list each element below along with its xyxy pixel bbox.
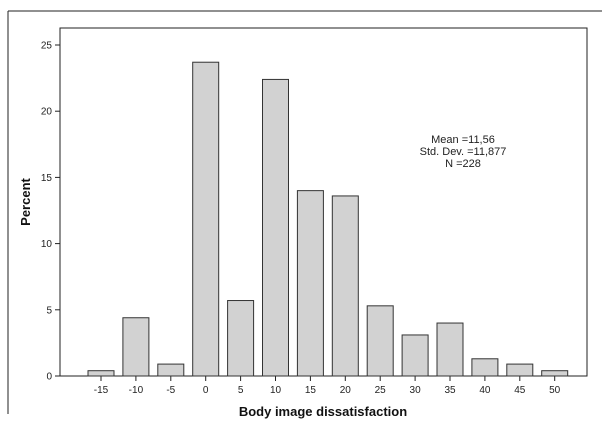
bars [87,61,569,377]
x-tick-label: 10 [270,385,282,396]
x-tick-label: 30 [410,385,422,396]
stats-annotation: Mean =11,56 Std. Dev. =11,877 N =228 [420,134,507,170]
x-tick-label: 35 [444,385,456,396]
bar [262,78,289,377]
y-tick-label: 0 [46,372,52,383]
x-tick-label: -15 [94,385,109,396]
x-tick-label: -5 [166,385,175,396]
y-axis-title: Percent [18,177,33,225]
bar [541,370,569,377]
stats-mean: Mean =11,56 [431,134,495,146]
x-tick-label: 45 [514,385,526,396]
y-tick-label: 20 [41,107,53,118]
bar [157,363,185,377]
x-axis: -15 -10 -5 0 5 10 15 20 25 30 35 40 45 50 [94,376,561,396]
bar [296,190,324,377]
bar [506,363,534,377]
y-tick-label: 15 [41,173,53,184]
bar [331,195,359,377]
stats-n: N =228 [445,158,481,170]
stats-std-dev: Std. Dev. =11,877 [420,146,507,158]
bar [436,322,464,377]
x-tick-label: 50 [549,385,561,396]
bar [192,61,220,377]
bar [471,358,499,377]
bar [87,370,115,377]
x-tick-label: 40 [479,385,491,396]
x-axis-title: Body image dissatisfaction [239,404,407,419]
bar [366,305,394,377]
y-axis: 0 5 10 15 20 25 [41,41,60,383]
bar [122,317,150,377]
x-tick-label: 20 [340,385,352,396]
y-tick-label: 5 [46,305,52,316]
y-tick-label: 25 [41,41,53,52]
x-tick-label: 0 [203,385,209,396]
x-tick-label: -10 [129,385,144,396]
x-tick-label: 5 [238,385,244,396]
bar [227,300,255,377]
bar [401,334,429,377]
y-tick-label: 10 [41,239,53,250]
x-tick-label: 15 [305,385,317,396]
x-tick-label: 25 [375,385,387,396]
